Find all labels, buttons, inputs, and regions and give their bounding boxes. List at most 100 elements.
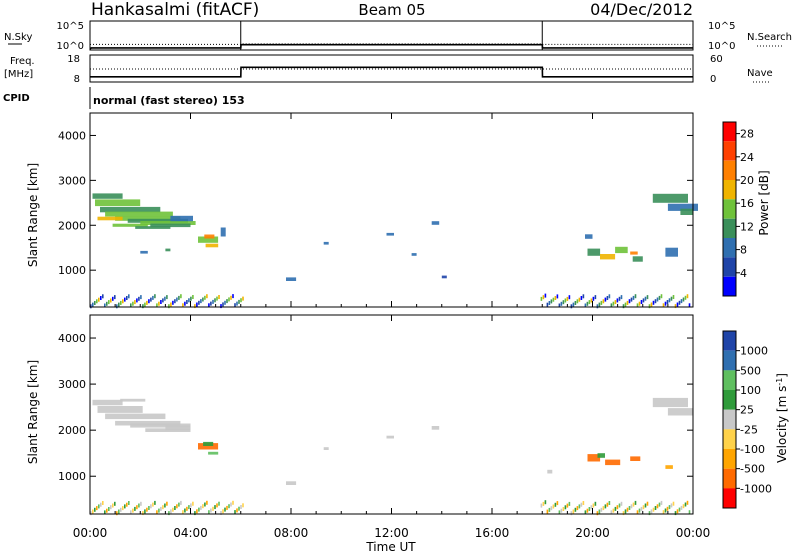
scatter-cell-9: [112, 223, 148, 227]
noise-cell-35: [160, 300, 162, 304]
noise-cell-44: [178, 295, 180, 300]
noise-cell-45: [180, 500, 182, 505]
y-tick-label-2000: 2000: [58, 219, 86, 232]
noise-cell-273: [636, 303, 639, 308]
noise-cell-70: [230, 295, 232, 300]
noise-cell-5: [100, 502, 102, 507]
velocity-plot-frame: [89, 314, 694, 515]
colorbar-tick-label-0: 4: [740, 267, 747, 280]
noise-cell-288: [666, 300, 669, 304]
noise-cell-35: [160, 506, 162, 511]
scatter-cell-33: [585, 234, 593, 239]
scatter-cell-31: [665, 247, 678, 257]
noise-cell-52: [194, 304, 196, 309]
scatter-cell-16: [605, 459, 621, 466]
noise-cell-36: [162, 298, 164, 303]
noise-cell-50: [190, 296, 192, 301]
noise-cell-234: [558, 510, 561, 515]
nave-tick-bottom: 0: [710, 74, 716, 85]
colorbar-swatch-5: [723, 429, 736, 449]
noise-cell-70: [230, 502, 232, 507]
nsearch-tick-bottom: 10^0: [708, 41, 735, 52]
power-plot-frame: [89, 112, 694, 308]
power-colorbar: 4 8 12 16 20 24 28: [722, 121, 754, 297]
noise-cell-6: [102, 501, 104, 505]
noise-cell-262: [614, 300, 617, 305]
noise-cell-245: [580, 296, 583, 300]
noise-cell-260: [610, 303, 613, 308]
noise-cell-18: [126, 296, 128, 300]
noise-cell-259: [608, 501, 611, 505]
colorbar-swatch-1: [723, 141, 736, 161]
noise-cell-290: [670, 503, 673, 508]
noise-cell-263: [616, 298, 619, 303]
scatter-cell-13: [386, 435, 394, 439]
noise-cell-274: [638, 508, 641, 513]
noise-cell-272: [634, 500, 637, 505]
noise-cell-13: [116, 304, 118, 309]
noise-cell-10: [110, 505, 112, 510]
noise-cell-285: [660, 500, 663, 505]
colorbar-swatch-7: [723, 257, 736, 277]
noise-cell-73: [236, 508, 238, 513]
noise-cell-60: [210, 301, 212, 306]
colorbar-swatch-6: [723, 238, 736, 258]
noise-cell-8: [106, 301, 108, 306]
noise-cell-283: [656, 297, 659, 302]
noise-cell-226: [542, 295, 545, 300]
x-tick-label-1: 04:00: [173, 526, 208, 540]
colorbar-tick-label-1: 8: [740, 244, 747, 257]
noise-cell-20: [130, 303, 132, 308]
noise-cell-296: [682, 504, 685, 509]
noise-cell-67: [224, 300, 226, 305]
noise-cell-283: [656, 504, 659, 509]
noise-cell-244: [578, 297, 581, 302]
noise-cell-269: [628, 506, 631, 510]
noise-cell-249: [588, 300, 591, 305]
noise-cell-23: [136, 298, 138, 303]
noise-cell-71: [232, 294, 234, 299]
noise-cell-295: [680, 299, 683, 304]
freq-tick-bottom: 8: [74, 74, 80, 85]
noise-cell-25: [140, 501, 142, 506]
noise-cell-252: [594, 295, 597, 300]
scatter-cell-13: [205, 243, 219, 248]
noise-cell-287: [664, 508, 667, 513]
scatter-cell-21: [441, 275, 447, 279]
noise-cell-238: [566, 503, 569, 508]
scatter-cell-3: [105, 211, 173, 217]
noise-cell-19: [128, 501, 130, 505]
noise-cell-54: [198, 300, 200, 305]
noise-cell-49: [188, 505, 190, 510]
noise-cell-246: [582, 501, 585, 505]
scatter-cell-7: [120, 398, 146, 402]
beam-title: Beam 05: [358, 1, 425, 19]
noise-cell-286: [662, 510, 665, 515]
noise-cell-266: [622, 511, 625, 516]
colorbar-swatch-6: [723, 449, 736, 469]
noise-cell-64: [218, 501, 220, 506]
noise-cell-14: [118, 509, 120, 514]
noise-cell-261: [612, 301, 615, 306]
noise-cell-229: [548, 507, 551, 512]
noise-cell-270: [630, 297, 633, 302]
noise-cell-38: [166, 295, 168, 300]
noise-cell-250: [590, 505, 593, 510]
colorbar-swatch-3: [723, 390, 736, 410]
noise-cell-253: [596, 511, 599, 516]
y-tick-label-1000: 1000: [58, 470, 86, 483]
noise-cell-260: [610, 510, 613, 515]
noise-cell-75: [240, 505, 242, 509]
noise-cell-55: [200, 299, 202, 304]
freq-traces: [90, 66, 693, 78]
noise-cell-58: [206, 500, 208, 505]
noise-cell-232: [554, 296, 557, 300]
noise-cell-22: [134, 506, 136, 511]
noise-cell-38: [166, 501, 168, 506]
noise-cell-34: [158, 301, 160, 306]
velocity-scatter-cells: [90, 397, 693, 516]
nsky-tick-bottom: 10^0: [57, 41, 84, 52]
noise-cell-298: [686, 500, 689, 505]
noise-cell-46: [182, 510, 184, 515]
nsky-panel: [89, 20, 694, 51]
